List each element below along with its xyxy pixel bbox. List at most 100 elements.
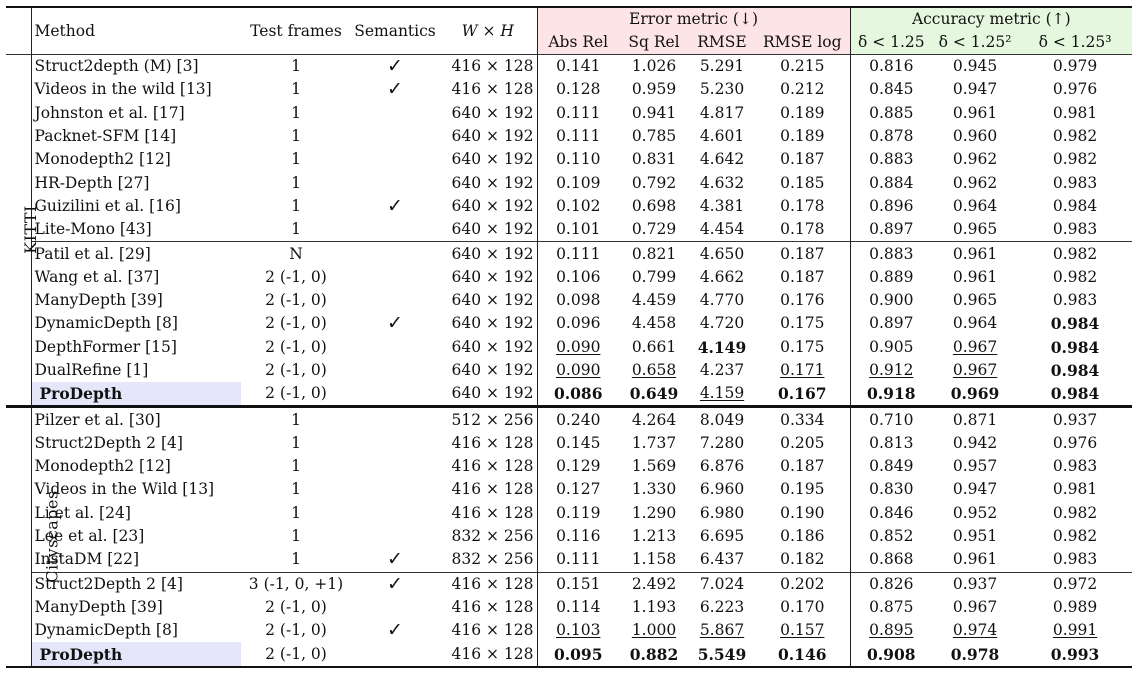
delta2-cell-value: 0.961: [952, 550, 998, 569]
delta1-cell: 0.710: [849, 406, 933, 432]
rmse-cell: 5.230: [689, 78, 755, 101]
abs-rel-cell: 0.151: [537, 572, 619, 596]
delta1-cell-value: 0.849: [869, 457, 914, 476]
rmse-cell-value: 6.876: [699, 457, 745, 476]
rmse-header: RMSE: [689, 31, 755, 55]
delta2-header: δ < 1.25²: [932, 31, 1019, 55]
delta2-cell-value: 0.961: [952, 267, 998, 286]
delta2-cell: 0.962: [932, 171, 1018, 194]
resolution-cell: 512 × 256: [439, 406, 538, 432]
test-frames-cell: 2 (-1, 0): [265, 291, 327, 310]
delta1-cell-value: 0.846: [869, 503, 914, 522]
delta2-cell: 0.957: [932, 455, 1018, 478]
abs-rel-cell-value: 0.110: [556, 150, 601, 169]
rmse-cell-value: 6.980: [699, 503, 745, 522]
delta1-cell: 0.846: [849, 501, 933, 525]
delta1-cell: 0.813: [849, 431, 933, 456]
kitti-table-row: Guizilini et al. [16] 1 ✓ 640 × 192 0.102 0.6…: [6, 194, 1132, 219]
test-frames-cell: 1: [291, 457, 301, 476]
sq-rel-cell: 0.882: [619, 642, 689, 666]
delta3-cell: 0.991: [1018, 619, 1132, 642]
abs-rel-cell-value: 0.129: [556, 457, 601, 476]
sq-rel-cell-value: 0.941: [631, 103, 677, 122]
abs-rel-cell-value: 0.151: [556, 574, 601, 593]
resolution-cell: 640 × 192: [439, 358, 538, 383]
rmse-log-cell: 0.187: [755, 266, 850, 289]
delta3-cell: 0.972: [1018, 572, 1132, 596]
sq-rel-cell-value: 0.649: [629, 384, 679, 404]
abs-rel-cell: 0.240: [537, 407, 619, 432]
delta2-cell-value: 0.978: [950, 644, 1000, 664]
rmse-cell: 4.720: [689, 312, 755, 335]
delta1-cell-value: 0.885: [869, 103, 914, 122]
abs-rel-cell-value: 0.095: [553, 644, 603, 664]
delta3-cell: 0.981: [1018, 478, 1132, 501]
abs-rel-cell: 0.103: [537, 619, 619, 642]
kitti-table-row: DepthFormer [15] 2 (-1, 0) 640 × 192 0.090 0…: [6, 335, 1132, 359]
kitti-table-row: ProDepth 2 (-1, 0) 640 × 192 0.086 0.649 4.15…: [6, 382, 1132, 407]
delta1-cell-value: 0.816: [869, 57, 914, 76]
abs-rel-cell-value: 0.090: [556, 361, 601, 379]
rmse-log-cell: 0.187: [755, 455, 850, 478]
delta3-cell: 0.983: [1018, 455, 1132, 478]
delta1-cell-value: 0.889: [869, 267, 914, 286]
delta3-cell: 0.984: [1018, 195, 1132, 218]
sq-rel-cell: 0.658: [619, 359, 689, 382]
rmse-cell: 4.381: [689, 195, 755, 218]
delta3-cell: 0.981: [1018, 102, 1132, 125]
delta3-cell: 0.984: [1018, 382, 1132, 407]
delta1-cell: 0.889: [849, 265, 933, 289]
rmse-log-cell-value: 0.175: [780, 337, 825, 356]
delta3-cell: 0.937: [1018, 407, 1132, 432]
method-cell: Struct2Depth 2 [4]: [34, 574, 183, 593]
rmse-cell: 4.662: [689, 266, 755, 289]
resolution-cell: 416 × 128: [439, 455, 538, 479]
sq-rel-cell-value: 0.831: [631, 150, 677, 169]
sq-rel-cell-value: 1.569: [631, 457, 677, 476]
rmse-cell-value: 6.695: [699, 527, 745, 546]
test-frames-cell: 1: [291, 127, 301, 146]
resolution-header: W × H: [439, 7, 538, 55]
test-frames-cell: 1: [291, 220, 301, 239]
method-cell: Lite-Mono [43]: [34, 220, 152, 239]
rmse-cell: 4.601: [689, 125, 755, 148]
cityscapes-table-row: Struct2Depth 2 [4] 1 416 × 128 0.145 1.737 7.…: [6, 431, 1132, 456]
rmse-cell-value: 4.601: [699, 127, 745, 146]
delta1-cell: 0.908: [849, 642, 933, 667]
rmse-cell: 4.149: [689, 336, 755, 359]
abs-rel-cell: 0.111: [537, 102, 619, 125]
delta1-cell-value: 0.912: [869, 361, 914, 379]
sq-rel-cell-value: 4.459: [631, 291, 677, 310]
delta1-cell: 0.895: [849, 619, 933, 643]
method-cell: Monodepth2 [12]: [34, 457, 171, 476]
delta1-cell-value: 0.897: [869, 314, 914, 333]
kitti-table-row: DualRefine [1] 2 (-1, 0) 640 × 192 0.090 0.6…: [6, 358, 1132, 383]
semantics-cell: [351, 266, 439, 289]
delta1-cell-value: 0.710: [869, 410, 914, 429]
test-frames-cell: 1: [291, 103, 301, 122]
delta2-cell: 0.961: [932, 548, 1018, 572]
delta3-cell: 0.983: [1018, 289, 1132, 312]
resolution-cell: 416 × 128: [439, 501, 538, 525]
test-frames-cell: 1: [291, 503, 301, 522]
method-cell: Monodepth2 [12]: [34, 150, 171, 169]
rmse-log-header: RMSE log: [755, 31, 851, 55]
delta1-cell: 0.830: [849, 478, 933, 502]
rmse-log-cell: 0.175: [755, 312, 850, 335]
rmse-log-cell: 0.189: [755, 125, 850, 148]
delta2-cell-value: 0.967: [952, 597, 998, 616]
abs-rel-cell-value: 0.240: [556, 410, 601, 429]
delta3-cell: 0.984: [1018, 359, 1132, 382]
abs-rel-cell: 0.127: [537, 478, 619, 501]
semantics-cell: [351, 596, 439, 619]
abs-rel-cell: 0.111: [537, 125, 619, 148]
sq-rel-cell-value: 0.729: [631, 220, 677, 239]
corner-cell: [6, 7, 32, 55]
method-cell: HR-Depth [27]: [34, 173, 150, 192]
delta1-cell: 0.918: [849, 382, 933, 407]
rmse-cell-value: 8.049: [699, 410, 745, 429]
abs-rel-cell: 0.096: [537, 312, 619, 335]
method-cell: Videos in the wild [13]: [34, 80, 212, 99]
delta3-cell-value: 0.982: [1052, 127, 1098, 146]
sq-rel-cell: 1.193: [619, 596, 689, 619]
